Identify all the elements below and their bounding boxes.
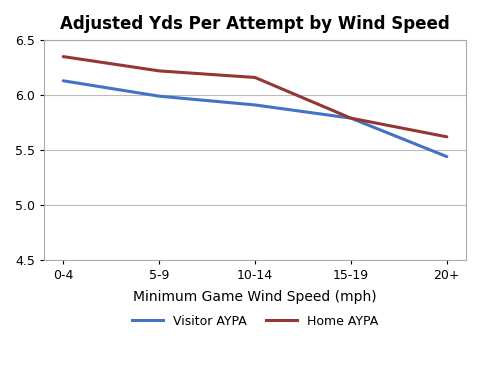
- X-axis label: Minimum Game Wind Speed (mph): Minimum Game Wind Speed (mph): [133, 290, 376, 304]
- Legend: Visitor AYPA, Home AYPA: Visitor AYPA, Home AYPA: [127, 310, 383, 333]
- Title: Adjusted Yds Per Attempt by Wind Speed: Adjusted Yds Per Attempt by Wind Speed: [60, 15, 449, 33]
